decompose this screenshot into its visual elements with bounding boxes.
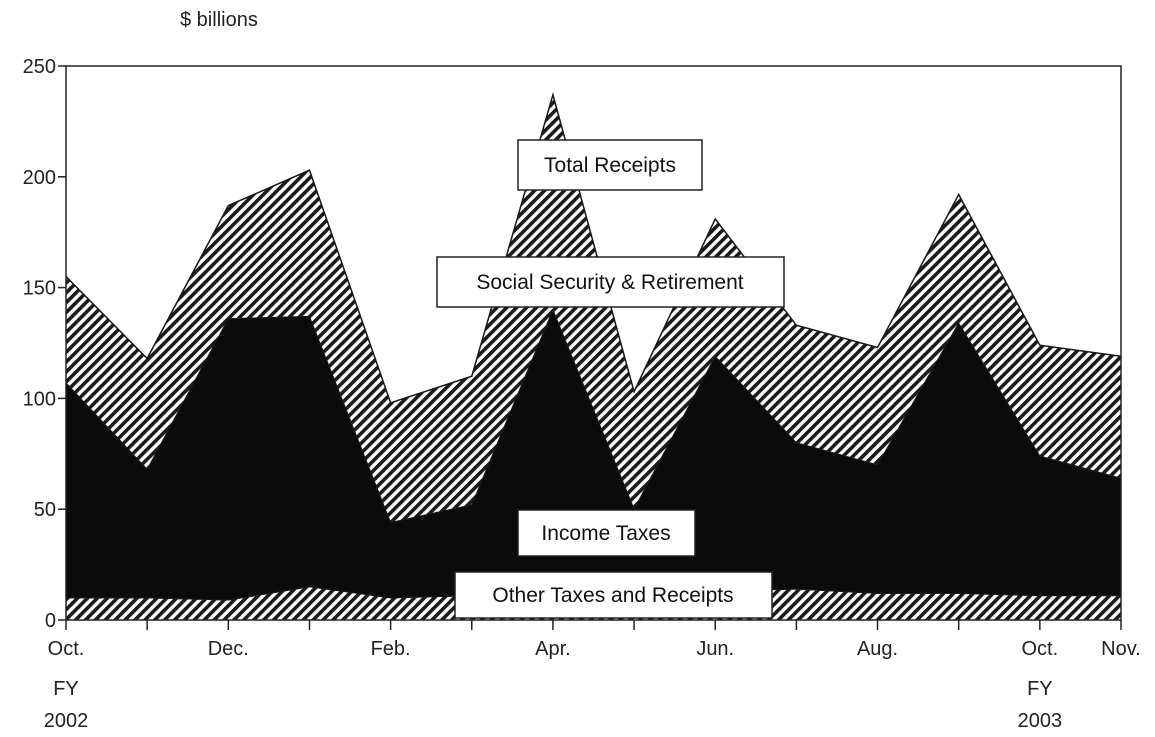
x-tick-label: Apr.: [535, 638, 571, 660]
y-tick-label: 200: [23, 167, 56, 189]
total-receipts-line: [65, 92, 1122, 404]
y-tick-label: 0: [45, 610, 56, 632]
x-tick-label: Aug.: [857, 638, 898, 660]
y-tick-label: 250: [23, 56, 56, 78]
label-total-receipts-text: Total Receipts: [544, 154, 676, 177]
label-income-taxes: Income Taxes: [517, 509, 696, 557]
fy-year-label: 2003: [1018, 710, 1063, 732]
y-axis: 0 50 100 150 200 250: [23, 56, 66, 632]
fy-year-label: 2002: [44, 710, 89, 732]
x-tick-label: Jun.: [696, 638, 734, 660]
label-other-taxes-text: Other Taxes and Receipts: [492, 584, 733, 607]
label-income-taxes-text: Income Taxes: [541, 522, 670, 545]
y-tick-label: 100: [23, 388, 56, 410]
x-tick-label: Feb.: [371, 638, 411, 660]
series-labels: Total Receipts Social Security & Retirem…: [436, 139, 785, 619]
x-tick-label: Oct.: [48, 638, 85, 660]
x-axis: Oct. Dec. Feb. Apr. Jun. Aug. Oct. Nov. FY 2002 FY…: [44, 620, 1141, 732]
fy-label: FY: [1027, 678, 1053, 700]
x-tick-label: Nov.: [1101, 638, 1141, 660]
label-social-security-text: Social Security & Retirement: [476, 271, 743, 294]
x-tick-label: Dec.: [208, 638, 249, 660]
y-axis-unit-label: $ billions: [180, 9, 258, 31]
y-tick-label: 150: [23, 278, 56, 300]
label-total-receipts: Total Receipts: [517, 139, 703, 191]
stacked-areas: [65, 92, 1122, 621]
fy-label: FY: [53, 678, 79, 700]
label-social-security: Social Security & Retirement: [436, 256, 785, 308]
y-tick-label: 50: [34, 499, 56, 521]
label-other-taxes: Other Taxes and Receipts: [454, 571, 773, 619]
x-tick-label: Oct.: [1022, 638, 1059, 660]
plot-frame: [65, 65, 1122, 621]
